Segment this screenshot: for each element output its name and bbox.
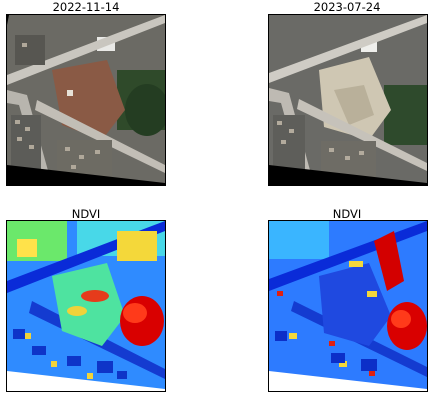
panel-title-top-right: 2023-07-24 (313, 0, 381, 14)
ndvi-map-2022 (6, 220, 166, 392)
satellite-image-2023 (268, 14, 428, 186)
ndvi-map-2023 (268, 220, 428, 392)
panel-title-bottom-left: NDVI (71, 207, 101, 221)
satellite-image-2022 (6, 14, 166, 186)
panel-title-top-left: 2022-11-14 (52, 0, 120, 14)
panel-title-bottom-right: NDVI (332, 207, 362, 221)
